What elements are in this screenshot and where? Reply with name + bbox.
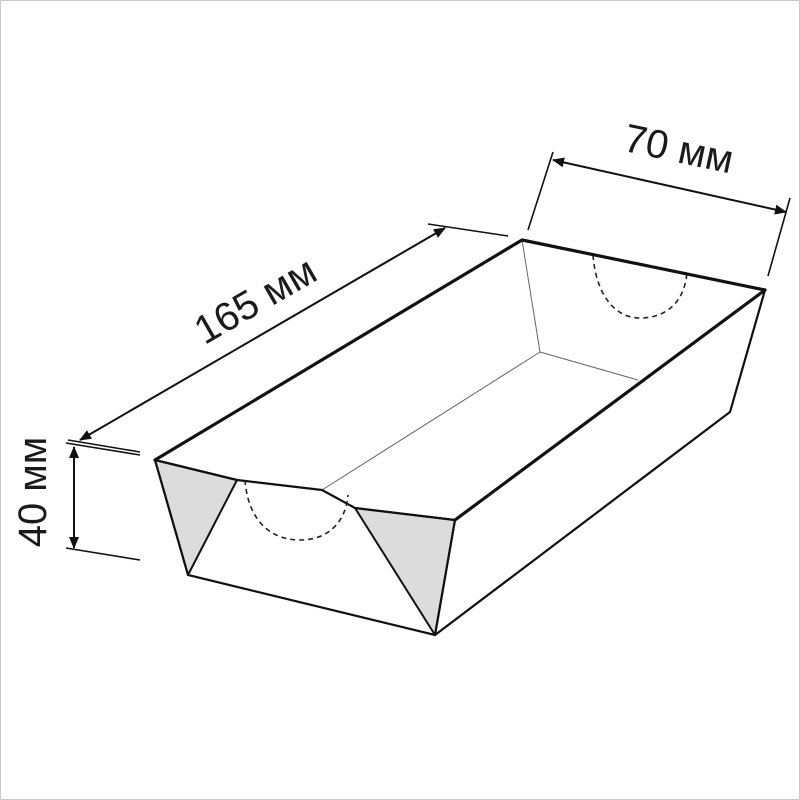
crease-far-bottom bbox=[539, 351, 639, 381]
tray-front-corner-edge bbox=[433, 518, 457, 637]
length-ext-line-bottom bbox=[67, 439, 141, 453]
tray-front-wall bbox=[435, 290, 765, 635]
back-thumb-cut bbox=[592, 254, 688, 319]
tray-bottom bbox=[322, 352, 638, 512]
tray-far-end-wall bbox=[522, 240, 765, 380]
width-ext-line-left bbox=[527, 151, 554, 231]
front-thumb-cut bbox=[244, 479, 349, 541]
length-ext-line-top bbox=[427, 223, 509, 237]
height-ext-line-top bbox=[65, 442, 141, 456]
crease-far-corner bbox=[521, 239, 541, 353]
width-label: 70 мм bbox=[620, 116, 737, 182]
height-label: 40 мм bbox=[11, 437, 55, 548]
height-ext-line-bottom bbox=[65, 547, 141, 561]
length-arrow bbox=[79, 227, 446, 441]
tray-front-end-wall bbox=[155, 460, 455, 635]
width-arrow bbox=[552, 157, 787, 215]
right-flap-fold bbox=[320, 488, 457, 522]
height-dimension: 40 мм bbox=[11, 437, 141, 561]
left-flap-fold bbox=[153, 458, 324, 492]
tray-top-rim-front bbox=[453, 288, 767, 522]
